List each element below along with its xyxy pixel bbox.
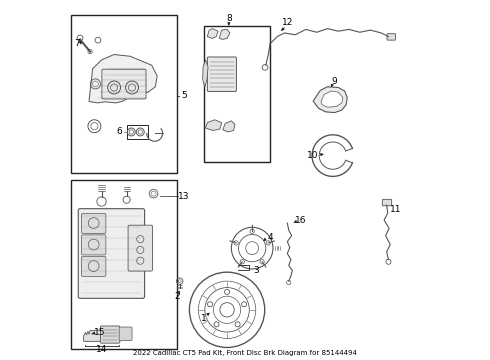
Text: 13: 13 bbox=[177, 192, 189, 201]
Bar bbox=[71, 180, 177, 348]
Text: 4: 4 bbox=[267, 233, 273, 242]
Text: 9: 9 bbox=[332, 77, 338, 86]
Text: 10: 10 bbox=[307, 151, 319, 160]
Text: 2022 Cadillac CT5 Pad Kit, Front Disc Brk Diagram for 85144494: 2022 Cadillac CT5 Pad Kit, Front Disc Br… bbox=[133, 350, 357, 356]
Bar bbox=[204, 26, 270, 162]
Text: 12: 12 bbox=[282, 18, 294, 27]
Text: 5: 5 bbox=[181, 91, 187, 100]
FancyBboxPatch shape bbox=[78, 209, 145, 298]
Text: 16: 16 bbox=[295, 216, 306, 225]
FancyBboxPatch shape bbox=[207, 57, 236, 91]
FancyBboxPatch shape bbox=[382, 199, 392, 206]
Polygon shape bbox=[223, 121, 235, 132]
Text: 7: 7 bbox=[74, 39, 80, 48]
Polygon shape bbox=[205, 120, 221, 131]
FancyBboxPatch shape bbox=[128, 225, 152, 271]
FancyBboxPatch shape bbox=[81, 256, 106, 276]
Polygon shape bbox=[203, 60, 208, 87]
Text: 15: 15 bbox=[94, 328, 105, 337]
Polygon shape bbox=[84, 330, 101, 341]
FancyBboxPatch shape bbox=[387, 34, 395, 40]
Bar bbox=[71, 15, 177, 173]
FancyBboxPatch shape bbox=[119, 327, 132, 341]
FancyBboxPatch shape bbox=[102, 69, 146, 99]
Text: 14: 14 bbox=[96, 345, 107, 354]
Polygon shape bbox=[313, 87, 347, 113]
Polygon shape bbox=[321, 91, 343, 107]
Bar bbox=[126, 125, 148, 139]
Text: 11: 11 bbox=[390, 205, 401, 214]
Polygon shape bbox=[207, 29, 218, 39]
Polygon shape bbox=[89, 54, 157, 103]
Text: 6: 6 bbox=[117, 127, 122, 136]
Text: 8: 8 bbox=[226, 14, 232, 23]
FancyBboxPatch shape bbox=[100, 326, 120, 343]
Text: 3: 3 bbox=[253, 266, 259, 275]
FancyBboxPatch shape bbox=[81, 235, 106, 255]
Polygon shape bbox=[219, 30, 230, 40]
FancyBboxPatch shape bbox=[81, 213, 106, 233]
Text: 1: 1 bbox=[201, 314, 207, 323]
Text: 2: 2 bbox=[174, 292, 180, 301]
